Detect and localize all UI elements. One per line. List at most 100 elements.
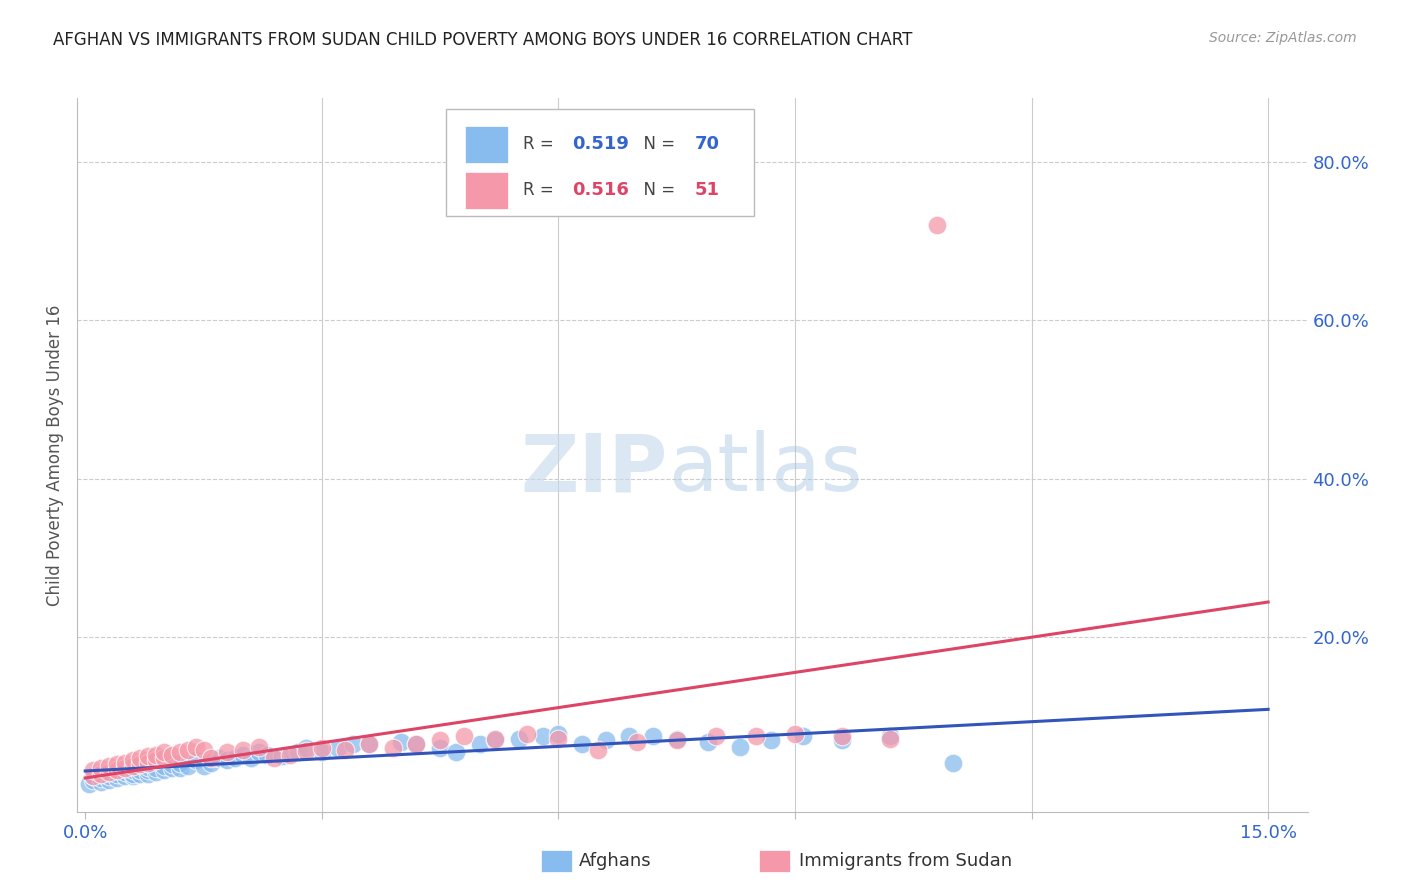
Point [90, 761, 112, 775]
Point [145, 761, 167, 775]
Point [879, 730, 901, 744]
Point [160, 757, 183, 772]
Point [247, 745, 270, 759]
Point [169, 761, 191, 775]
Point [169, 756, 191, 770]
Point [97, 772, 120, 787]
Point [82, 769, 104, 783]
Point [942, 756, 965, 770]
Point [256, 747, 278, 762]
Point [193, 743, 215, 757]
Point [193, 758, 215, 772]
FancyBboxPatch shape [465, 172, 508, 209]
Point [263, 751, 285, 765]
Text: R =: R = [523, 181, 558, 199]
Y-axis label: Child Poverty Among Boys Under 16: Child Poverty Among Boys Under 16 [46, 304, 65, 606]
Point [97, 765, 120, 780]
Point [831, 730, 853, 744]
FancyBboxPatch shape [447, 109, 754, 216]
Text: 0.519: 0.519 [572, 136, 628, 153]
Point [595, 733, 617, 747]
Point [121, 769, 143, 783]
Text: ZIP: ZIP [520, 430, 668, 508]
Point [335, 743, 357, 757]
Point [97, 765, 120, 780]
Point [160, 747, 183, 762]
Point [342, 737, 364, 751]
Point [619, 730, 641, 744]
Point [129, 751, 152, 765]
Point [129, 764, 152, 778]
Point [184, 753, 207, 767]
Point [444, 745, 467, 759]
Point [232, 747, 254, 762]
Point [239, 751, 262, 765]
Point [121, 764, 143, 778]
Point [641, 730, 664, 744]
Point [232, 743, 254, 757]
Point [278, 747, 301, 762]
Point [728, 739, 751, 754]
Point [169, 745, 191, 759]
Point [744, 730, 766, 744]
Point [287, 745, 309, 759]
Point [429, 733, 451, 747]
Point [114, 761, 136, 775]
Point [177, 758, 200, 772]
Point [571, 737, 593, 751]
Point [136, 764, 159, 778]
Point [405, 737, 427, 751]
Point [547, 731, 569, 746]
Point [77, 777, 100, 791]
Point [114, 765, 136, 780]
Point [145, 747, 167, 762]
Point [114, 769, 136, 783]
Point [90, 774, 112, 789]
Point [184, 739, 207, 754]
Point [484, 733, 506, 747]
Point [105, 764, 128, 778]
Point [586, 743, 609, 757]
Point [247, 739, 270, 754]
Point [121, 758, 143, 772]
Point [831, 733, 853, 747]
Point [153, 758, 176, 772]
Point [665, 733, 688, 747]
Point [359, 737, 381, 751]
Point [82, 772, 104, 787]
Text: Afghans: Afghans [579, 852, 652, 870]
Point [508, 731, 530, 746]
Point [153, 745, 176, 759]
Point [145, 753, 167, 767]
Text: 70: 70 [695, 136, 720, 153]
Point [271, 749, 294, 764]
Point [484, 731, 506, 746]
Point [114, 761, 136, 775]
Point [200, 751, 222, 765]
Point [531, 730, 554, 744]
Point [405, 737, 427, 751]
Point [208, 751, 231, 765]
Point [516, 727, 538, 741]
Point [90, 772, 112, 786]
Text: 0.516: 0.516 [572, 181, 628, 199]
Point [217, 745, 239, 759]
Point [879, 731, 901, 746]
Point [468, 737, 491, 751]
Text: 51: 51 [695, 181, 720, 199]
Point [381, 741, 404, 756]
Text: R =: R = [523, 136, 558, 153]
Point [145, 765, 167, 780]
Point [97, 769, 120, 783]
Point [105, 757, 128, 772]
Point [90, 766, 112, 780]
Point [925, 218, 948, 232]
Point [311, 745, 333, 759]
Point [121, 766, 143, 780]
Point [359, 737, 381, 751]
FancyBboxPatch shape [465, 126, 508, 163]
Point [783, 727, 806, 741]
Point [114, 756, 136, 770]
Point [97, 758, 120, 772]
Point [105, 767, 128, 781]
